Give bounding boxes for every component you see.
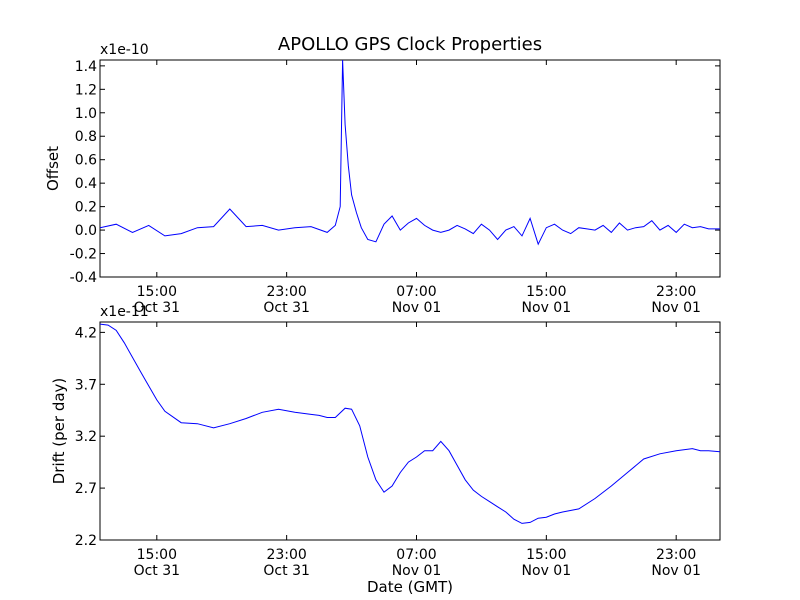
drift-y-tick-label: 4.2: [75, 325, 97, 341]
drift-x-tick-time-label: 15:00: [137, 547, 177, 563]
offset-y-tick-label: -0.2: [70, 247, 97, 263]
offset-x-tick-date-label: Nov 01: [522, 300, 572, 316]
drift-y-tick-label: 3.2: [75, 429, 97, 445]
offset-x-tick-time-label: 23:00: [266, 284, 306, 300]
drift-x-tick-date-label: Nov 01: [392, 563, 442, 579]
offset-x-tick-date-label: Nov 01: [392, 300, 442, 316]
offset-x-tick-time-label: 15:00: [526, 284, 566, 300]
drift-y-tick-label: 2.2: [75, 533, 97, 549]
offset-y-tick-label: 1.0: [75, 106, 97, 122]
drift-x-tick-date-label: Nov 01: [522, 563, 572, 579]
drift-panel: x1e-11 Drift (per day) Date (GMT) 2.2 2.7…: [50, 304, 721, 596]
offset-x-tick-date-label: Oct 31: [263, 300, 309, 316]
offset-y-tick-label: 0.6: [75, 153, 97, 169]
offset-y-axis-label: Offset: [44, 146, 62, 191]
offset-axes-frame: [99, 59, 721, 278]
drift-y-axis-label: Drift (per day): [50, 378, 68, 485]
offset-y-tick-label: 1.2: [75, 82, 97, 98]
x-axis-label: Date (GMT): [367, 578, 453, 596]
drift-x-tick-date-label: Oct 31: [134, 563, 180, 579]
drift-x-tick-time-label: 07:00: [396, 547, 436, 563]
chart-title: APOLLO GPS Clock Properties: [278, 34, 542, 55]
drift-x-tick-time-label: 15:00: [526, 547, 566, 563]
offset-panel: x1e-10 Offset -0.4 -0.2 0.0 0.2 0.4 0.6 0.8 1.0…: [44, 42, 721, 316]
offset-multiplier-label: x1e-10: [100, 42, 149, 58]
drift-x-tick-date-label: Nov 01: [651, 563, 701, 579]
offset-y-tick-label: 1.4: [75, 59, 97, 75]
drift-axes-frame: [99, 321, 721, 541]
offset-y-tick-label: 0.2: [75, 200, 97, 216]
drift-series-line: [100, 323, 720, 524]
drift-x-tick-date-label: Oct 31: [263, 563, 309, 579]
drift-x-tick-time-label: 23:00: [266, 547, 306, 563]
drift-multiplier-label: x1e-11: [100, 304, 149, 320]
offset-series-line: [100, 60, 720, 246]
offset-y-tick-label: 0.8: [75, 129, 97, 145]
offset-y-tick-label: 0.0: [75, 223, 97, 239]
offset-y-tick-label: -0.4: [70, 270, 97, 286]
drift-x-tick-time-label: 23:00: [656, 547, 696, 563]
offset-x-tick-date-label: Oct 31: [134, 300, 180, 316]
offset-x-tick-date-label: Nov 01: [651, 300, 701, 316]
offset-x-tick-time-label: 15:00: [137, 284, 177, 300]
offset-x-tick-time-label: 07:00: [396, 284, 436, 300]
drift-y-tick-label: 3.7: [75, 377, 97, 393]
offset-x-tick-time-label: 23:00: [656, 284, 696, 300]
drift-y-tick-label: 2.7: [75, 481, 97, 497]
offset-y-tick-label: 0.4: [75, 176, 97, 192]
